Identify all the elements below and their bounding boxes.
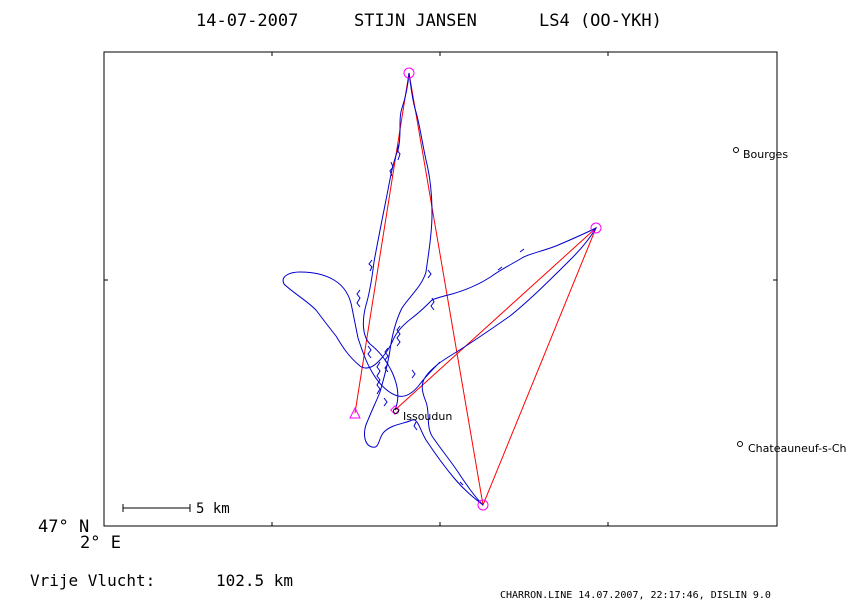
turnpoint-east [590,222,602,234]
town-bourges: Bourges [733,147,788,161]
finish-diamond [390,405,400,415]
title-pilot: STIJN JANSEN [354,11,477,31]
longitude-label: 2° E [80,533,121,553]
scale-bar: 5 km [122,501,230,517]
town-label: Chateauneuf-s-Ch [748,442,847,455]
turnpoint-south [477,499,489,511]
town-label: Issoudun [403,410,452,423]
map-frame [103,51,778,527]
town-chateauneuf: Chateauneuf-s-Ch [737,441,847,455]
title-date: 14-07-2007 [196,11,298,31]
latitude-label: 47° N [38,517,89,537]
track-detail [356,143,525,486]
frame-ticks [104,52,777,526]
town-label: Bourges [743,148,788,161]
turnpoint-markers [349,67,602,511]
title-glider: LS4 (OO-YKH) [539,11,662,31]
distance-value: 102.5 km [216,571,293,590]
turnpoint-north [403,67,415,79]
scale-bar-label: 5 km [196,501,230,517]
footer-stamp: CHARRON.LINE 14.07.2007, 22:17:46, DISLI… [500,590,771,601]
flight-track [282,72,598,506]
start-triangle [349,406,361,419]
town-issoudun: Issoudun [393,408,452,423]
task-line [354,72,597,507]
distance-label: Vrije Vlucht: [30,571,155,590]
